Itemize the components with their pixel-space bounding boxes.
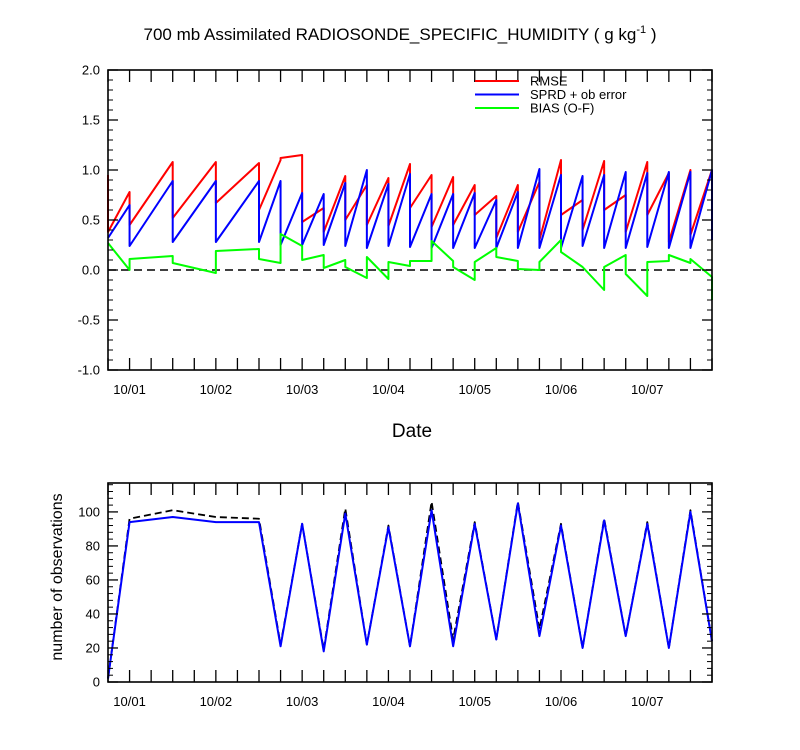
top-xtick-label: 10/07 (631, 382, 664, 397)
bottom-ytick-label: 40 (86, 606, 100, 621)
title-main: 700 mb Assimilated RADIOSONDE_SPECIFIC_H… (144, 25, 637, 44)
top-ytick-label: -1.0 (78, 363, 100, 378)
top-ytick-label: 1.5 (82, 113, 100, 128)
top-xtick-label: 10/05 (458, 382, 491, 397)
title-superscript: -1 (636, 24, 646, 36)
bottom-chart: 0 20 40 60 80 100 10/01 10/02 10/03 10/04 10/05 10/… (78, 482, 713, 709)
top-ytick-label: 0.0 (82, 263, 100, 278)
bottom-xtick-label: 10/01 (113, 694, 146, 709)
legend-label-0: RMSE (530, 74, 568, 89)
top-xtick-label: 10/01 (113, 382, 146, 397)
bottom-ytick-label: 0 (93, 675, 100, 690)
top-ytick-label: 1.0 (82, 163, 100, 178)
bottom-series-used (107, 502, 713, 679)
top-xtick-label: 10/02 (200, 382, 233, 397)
bottom-xtick-label: 10/07 (631, 694, 664, 709)
bottom-xtick-label: 10/02 (200, 694, 233, 709)
top-xtick-label: 10/04 (372, 382, 405, 397)
top-ytick-label: 0.5 (82, 213, 100, 228)
top-xtick-label: 10/06 (545, 382, 578, 397)
bottom-ytick-label: 100 (78, 504, 100, 519)
figure-title-text: 700 mb Assimilated RADIOSONDE_SPECIFIC_H… (144, 24, 657, 44)
title-end: ) (646, 25, 656, 44)
top-series-bias-o-f (107, 233, 713, 300)
bottom-xtick-label: 10/04 (372, 694, 405, 709)
bottom-chart-ylabel: number of observations (49, 493, 66, 660)
legend-label-2: BIAS (O-F) (530, 101, 594, 116)
legend-label-1: SPRD + ob error (530, 87, 627, 102)
bottom-series-possible (107, 500, 713, 679)
top-ytick-label: -0.5 (78, 313, 100, 328)
bottom-ytick-label: 20 (86, 640, 100, 655)
top-xtick-label: 10/03 (286, 382, 319, 397)
top-series-sprd-ob-error (107, 168, 713, 249)
bottom-plot-frame (107, 482, 713, 683)
bottom-xtick-label: 10/05 (458, 694, 491, 709)
figure-title: 700 mb Assimilated RADIOSONDE_SPECIFIC_H… (144, 24, 657, 44)
bottom-ytick-label: 60 (86, 572, 100, 587)
top-chart: -1.0 -0.5 0.0 0.5 1.0 1.5 2.0 10/01 10/02 10/03 10… (78, 63, 713, 397)
bottom-ytick-label: 80 (86, 538, 100, 553)
bottom-xtick-label: 10/03 (286, 694, 319, 709)
top-ytick-label: 2.0 (82, 63, 100, 78)
top-chart-xlabel: Date (392, 421, 432, 442)
bottom-xtick-label: 10/06 (545, 694, 578, 709)
